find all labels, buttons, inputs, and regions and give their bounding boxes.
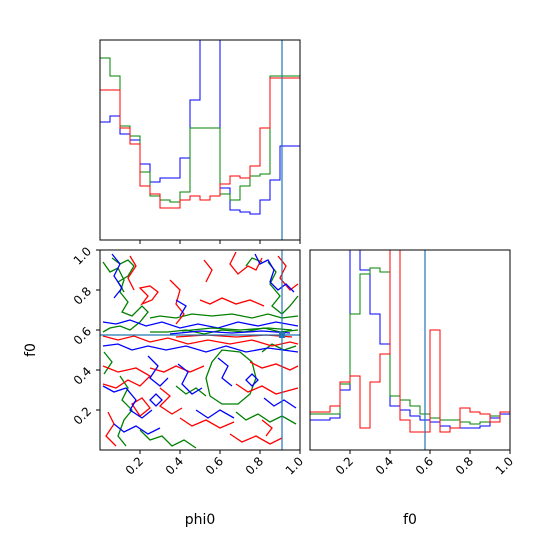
f0-ytick-label-2: 0.6 [71,324,94,347]
contour-blue-6 [177,363,203,395]
phi0-xtick-tick-label-0: 0.2 [123,454,146,477]
xlabel-phi0: phi0 [185,512,216,528]
contour-blue-3 [102,319,299,329]
contour-red-6 [199,297,265,307]
contour-panel: 0.2 0.4 0.6 0.8 1.0 0.2 0.4 0.6 0.8 1.0 phi0 f0 [23,244,306,528]
contour-green-7 [117,375,133,447]
ylabel-f0: f0 [23,343,39,357]
xlabel-f0: f0 [403,512,417,528]
contour-red-18 [131,397,151,417]
contour-red-2 [138,285,159,306]
contour-blue-5 [147,355,169,387]
contour-blue-9 [102,385,153,419]
contour-red-8 [102,365,152,389]
contours-green [102,257,299,449]
hist-phi0-step-red [100,77,300,240]
f0-ytick-label-4: 1.0 [71,244,94,267]
contour-red-13 [179,417,235,429]
contour-blue-7 [217,357,233,387]
contours-red [102,251,299,447]
contour-red-14 [105,411,117,447]
contour-blue-1 [111,253,123,299]
core-band-blue [169,330,291,335]
phi0-xtick-tick-label-3: 0.8 [243,454,266,477]
contour-blue-12 [263,397,297,409]
f0-xtick-tick-label-2: 0.6 [413,454,436,477]
hist-phi0-frame [99,39,301,241]
contour-blue-2 [254,253,295,293]
contour-green-8 [139,429,197,449]
f0-xtick-tick-label-4: 1.0 [493,454,516,477]
contour-green-12 [103,351,113,375]
phi0-xtick-tick-label-2: 0.6 [203,454,226,477]
phi0-xtick-tick-label-4: 1.0 [283,454,306,477]
contour-green-3 [149,313,299,319]
contour-red-17 [203,259,213,283]
contour-green-9 [235,411,297,425]
hist-phi0-panel [99,39,301,244]
core-band-red [175,334,293,338]
hist-f0-step-green [310,267,510,450]
contour-red-7 [102,335,299,347]
core-band-green [181,327,293,332]
contours-blue [102,253,299,435]
contour-red-10 [158,387,183,415]
f0-ytick-label-1: 0.4 [71,364,94,387]
f0-ytick-label-0: 0.2 [71,404,94,427]
contour-red-11 [249,361,299,371]
f0-xtick-tick-label-3: 0.8 [453,454,476,477]
contour-green-1 [102,261,149,333]
f0-ytick-label-3: 0.8 [71,284,94,307]
contour-blue-11 [195,409,235,419]
contour-blue-10 [113,423,161,435]
contour-blue-14 [175,299,187,317]
f0-xtick-tick-label-0: 0.2 [333,454,356,477]
hist-f0-panel: 0.2 0.4 0.6 0.8 1.0 f0 [309,249,516,528]
hist-f0-step-blue [310,250,510,450]
contour-red-15 [229,433,283,445]
truth-marker [279,332,285,338]
f0-xtick-tick-label-1: 0.4 [373,454,396,477]
contour-red-1 [127,255,137,291]
contour-green-6 [267,261,299,315]
contour-blue-8 [245,373,259,387]
contour-red-3 [169,279,185,325]
contour-red-12 [235,383,299,395]
contour-green-4 [150,327,299,335]
contour-green-5 [205,349,257,405]
contour-red-16 [261,419,273,437]
contour-blue-13 [149,393,163,407]
hist-f0-step-red [310,250,510,450]
contour-lines [102,251,299,449]
contour-red-4 [229,251,263,275]
contour-frame [99,249,301,451]
contours-core-band [169,327,293,338]
contour-red-9 [149,365,205,373]
contour-green-10 [175,385,207,397]
hist-f0-frame [309,249,511,451]
contour-blue-4 [102,343,299,353]
contour-red-5 [277,255,299,291]
phi0-xtick-tick-label-1: 0.4 [163,454,186,477]
